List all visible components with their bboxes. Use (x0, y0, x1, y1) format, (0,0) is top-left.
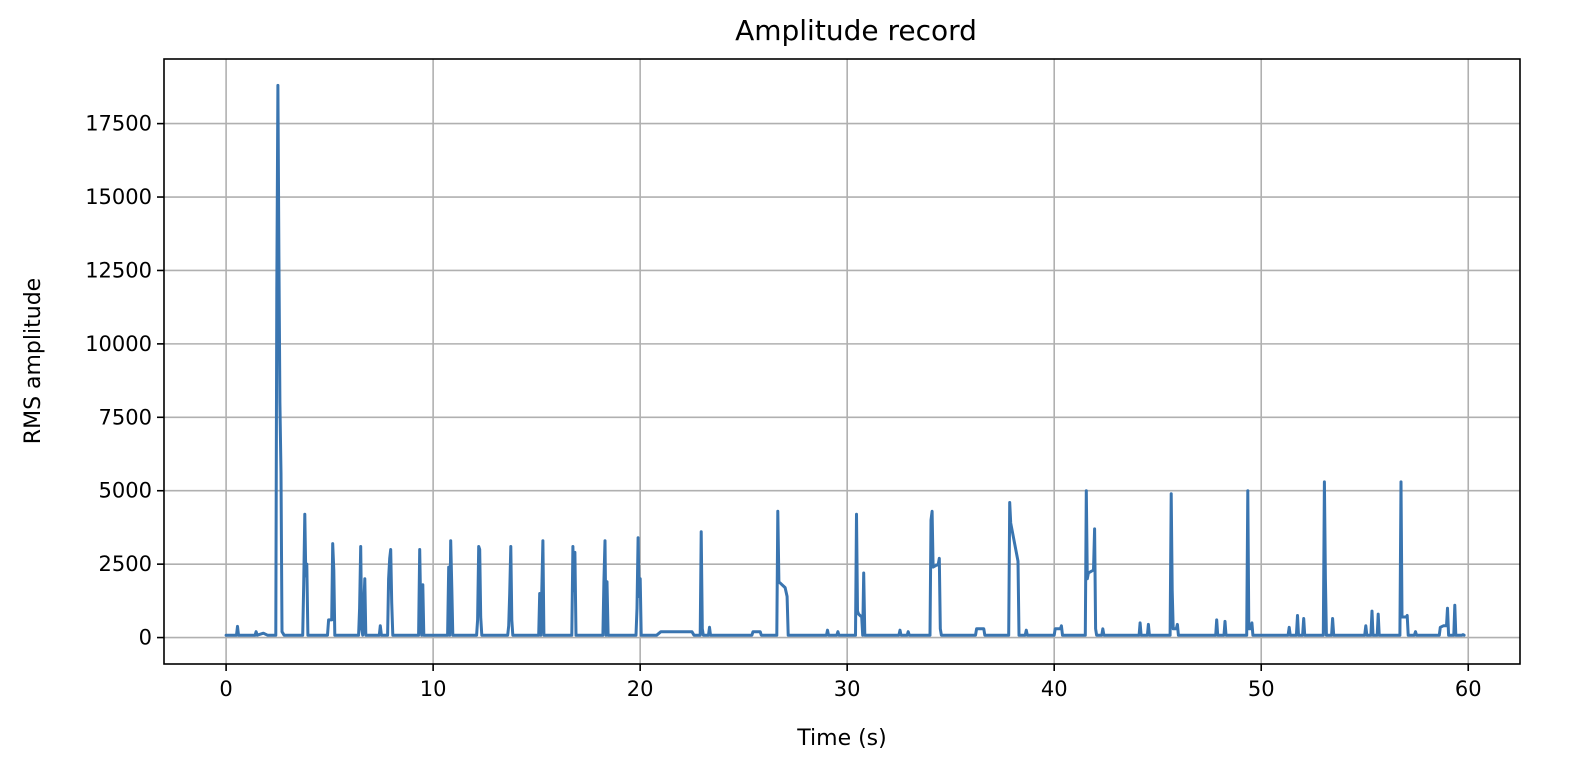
y-axis-label: RMS amplitude (21, 278, 46, 444)
x-tick-label: 50 (1248, 677, 1275, 701)
y-tick-label: 15000 (85, 185, 152, 209)
x-tick-label: 10 (420, 677, 447, 701)
y-tick-label: 17500 (85, 112, 152, 136)
y-tick-label: 0 (139, 626, 152, 650)
x-tick-label: 0 (219, 677, 232, 701)
plot-area (224, 83, 1466, 637)
chart-title: Amplitude record (735, 14, 977, 47)
y-axis: 0 2500 5000 7500 10000 12500 15000 17500 (85, 112, 164, 650)
x-tick-label: 30 (834, 677, 861, 701)
series-line (224, 83, 1466, 637)
y-tick-label: 7500 (99, 405, 152, 429)
y-tick-label: 5000 (99, 479, 152, 503)
x-axis: 0 10 20 30 40 50 60 (219, 664, 1482, 701)
x-tick-label: 20 (627, 677, 654, 701)
grid-lines (164, 59, 1520, 664)
x-tick-label: 60 (1455, 677, 1482, 701)
x-tick-label: 40 (1041, 677, 1068, 701)
x-axis-label: Time (s) (796, 726, 886, 751)
y-tick-label: 2500 (99, 552, 152, 576)
y-tick-label: 12500 (85, 258, 152, 282)
y-tick-label: 10000 (85, 332, 152, 356)
plot-frame (163, 58, 1521, 665)
